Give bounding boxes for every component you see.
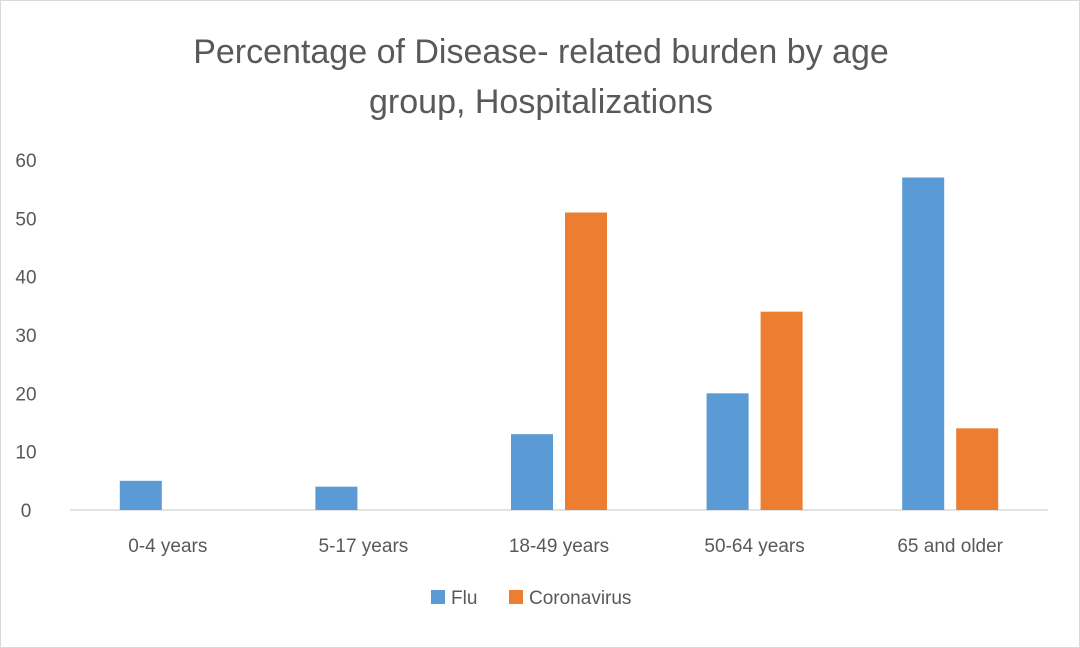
y-tick-label: 60 (15, 151, 36, 172)
y-tick-label: 0 (21, 501, 32, 522)
y-tick-label: 30 (15, 326, 36, 347)
x-tick-label: 18-49 years (509, 536, 609, 557)
bar-flu-0 (119, 480, 162, 510)
x-tick-label: 50-64 years (704, 536, 804, 557)
legend-swatch-flu (431, 590, 445, 604)
chart-title-line-2: group, Hospitalizations (369, 83, 713, 121)
bar-flu-2 (511, 434, 553, 510)
bar-coronavirus-4 (956, 428, 999, 510)
x-tick-label: 65 and older (897, 536, 1003, 557)
chart-title-line-1: Percentage of Disease- related burden by… (193, 33, 889, 71)
legend-label-coronavirus: Coronavirus (529, 588, 631, 609)
y-tick-label: 40 (15, 268, 36, 289)
legend-swatch-coronavirus (509, 590, 523, 604)
bar-flu-4 (902, 177, 945, 510)
y-tick-label: 50 (15, 209, 36, 230)
chart-title: Percentage of Disease- related burden by… (91, 27, 991, 127)
bar-coronavirus-3 (760, 311, 803, 510)
bar-flu-1 (315, 486, 358, 510)
bar-flu-3 (706, 393, 749, 510)
x-tick-label: 5-17 years (319, 536, 409, 557)
x-tick-label: 0-4 years (128, 536, 207, 557)
legend-label-flu: Flu (451, 588, 477, 609)
bar-coronavirus-2 (565, 212, 607, 510)
y-tick-label: 10 (15, 443, 36, 464)
y-tick-label: 20 (15, 384, 36, 405)
